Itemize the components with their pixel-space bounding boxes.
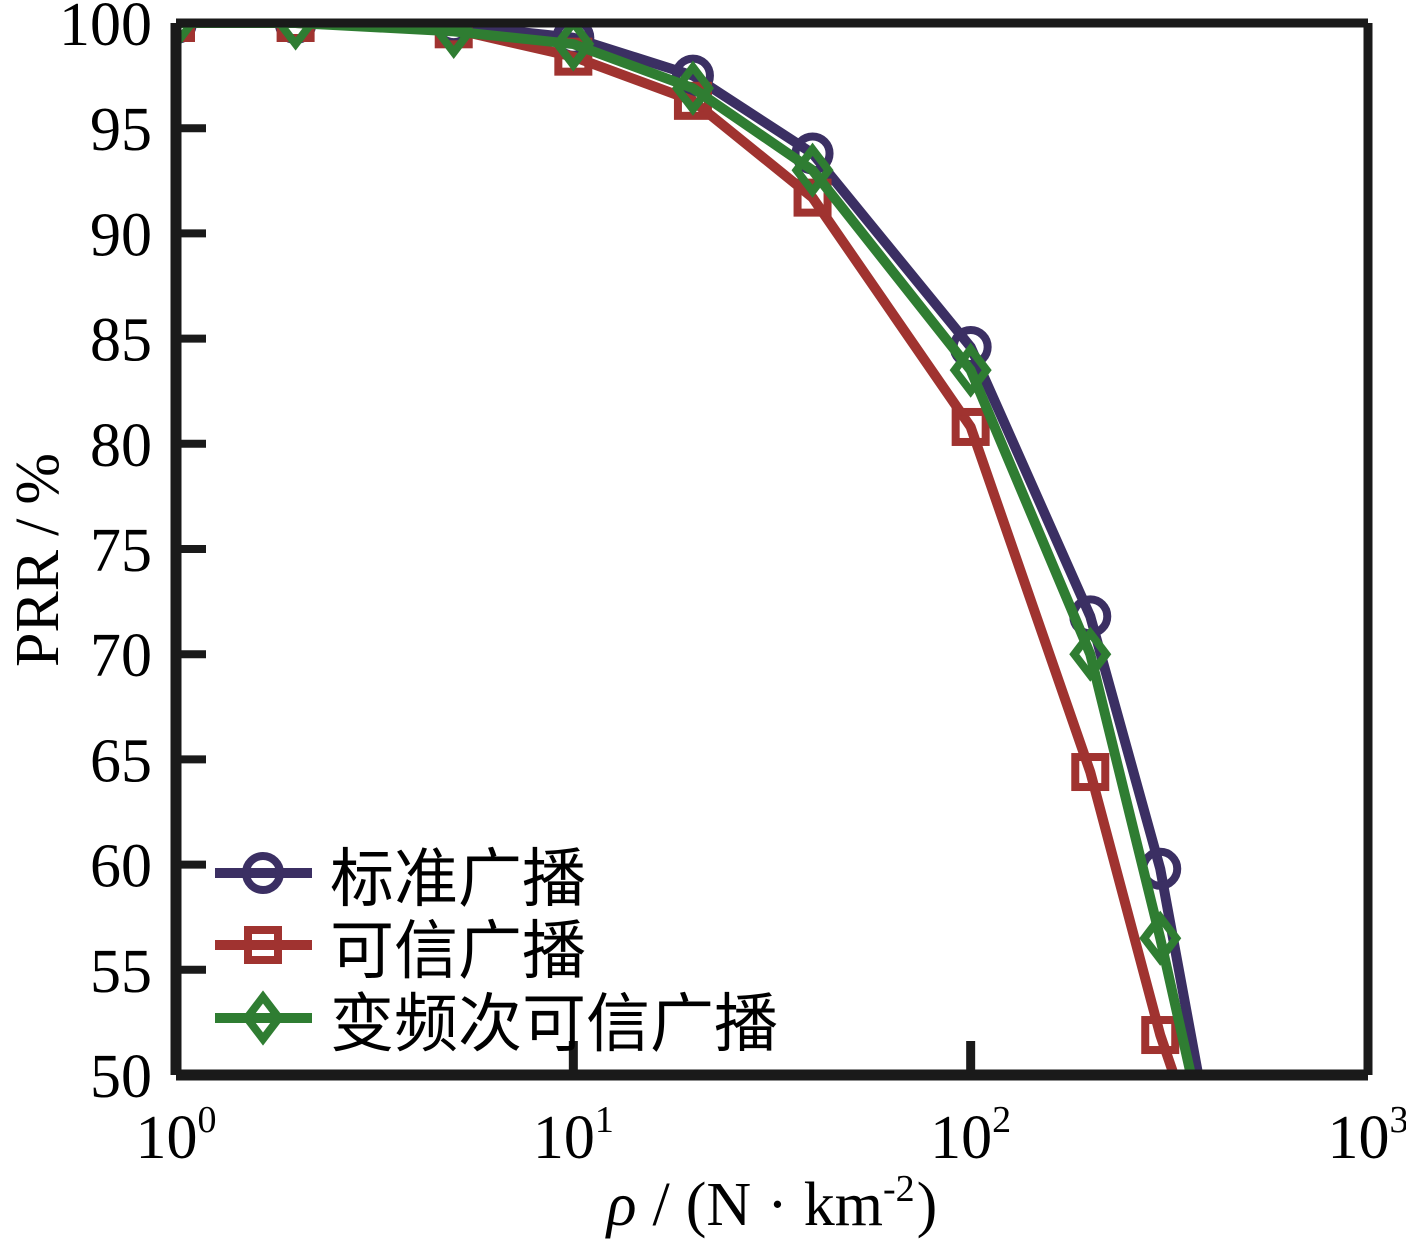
y-tick-label: 55 — [90, 938, 152, 1006]
x-axis-title-sep: / — [652, 1171, 670, 1239]
marker-diamond — [274, 23, 317, 51]
axis-ticks — [176, 124, 976, 1075]
legend-label: 标准广播 — [330, 843, 586, 915]
y-tick-labels: 100 95 90 85 80 75 70 65 60 55 50 — [59, 0, 152, 1111]
x-axis-title-dot: · — [767, 1171, 788, 1239]
x-axis-title: ρ / (N · km-2) — [605, 1168, 938, 1239]
x-tick-exponent: 1 — [595, 1099, 614, 1141]
marker-square — [1071, 753, 1110, 792]
marker-square — [793, 178, 832, 217]
marker-diamond — [1069, 626, 1112, 682]
y-tick-label: 75 — [90, 517, 152, 585]
x-tick-label: 103 — [1328, 1099, 1406, 1172]
x-tick-labels: 100 101 102 103 — [136, 1099, 1406, 1172]
marker-square — [1141, 1016, 1180, 1055]
marker-diamond — [1139, 910, 1182, 966]
legend-label: 变频次可信广播 — [330, 988, 778, 1060]
legend-item-1[interactable]: 标准广播 — [215, 843, 586, 915]
legend-item-3[interactable]: 变频次可信广播 — [215, 988, 778, 1060]
marker-diamond — [671, 60, 714, 116]
x-tick-mantissa: 10 — [136, 1104, 198, 1172]
marker-diamond — [241, 990, 285, 1046]
marker-square — [244, 926, 282, 964]
y-tick-label: 85 — [90, 307, 152, 375]
x-tick-label: 100 — [136, 1099, 217, 1172]
y-tick-label: 60 — [90, 833, 152, 901]
marker-diamond — [949, 342, 992, 398]
y-tick-label: 65 — [90, 727, 152, 795]
svg-text:102: 102 — [930, 1099, 1011, 1172]
y-axis-title-sep: / — [4, 518, 72, 536]
x-tick-mantissa: 10 — [1328, 1104, 1390, 1172]
x-tick-exponent: 2 — [992, 1099, 1011, 1141]
y-axis-title-unit: % — [4, 453, 72, 505]
x-tick-exponent: 3 — [1390, 1099, 1406, 1141]
svg-text:101: 101 — [533, 1099, 614, 1172]
x-axis-title-rho: ρ — [605, 1171, 637, 1239]
x-axis-title-open: (N — [686, 1171, 751, 1239]
x-axis-title-exp: -2 — [883, 1168, 915, 1210]
x-tick-mantissa: 10 — [930, 1104, 992, 1172]
y-tick-label: 95 — [90, 96, 152, 164]
y-tick-label: 90 — [90, 201, 152, 269]
marker-circle — [242, 852, 284, 894]
svg-text:103: 103 — [1328, 1099, 1406, 1172]
y-axis-title: PRR /% — [4, 453, 72, 667]
svg-text:100: 100 — [136, 1099, 217, 1172]
y-tick-label: 50 — [90, 1043, 152, 1111]
marker-square — [951, 407, 990, 446]
marker-diamond — [552, 23, 595, 72]
svg-text:ρ/(N·km-2): ρ / (N · km-2) — [605, 1168, 938, 1239]
x-tick-mantissa: 10 — [533, 1104, 595, 1172]
x-axis-title-close: ) — [917, 1171, 938, 1239]
axis-frame — [170, 18, 1373, 1081]
svg-text:PRR/%: PRR /% — [4, 453, 72, 667]
y-tick-label: 70 — [90, 622, 152, 690]
legend-label: 可信广播 — [330, 915, 586, 987]
x-tick-label: 101 — [533, 1099, 614, 1172]
x-axis-title-km: km — [804, 1171, 883, 1239]
y-tick-label: 100 — [59, 0, 152, 59]
legend-item-2[interactable]: 可信广播 — [215, 915, 586, 987]
y-axis-title-main: PRR — [4, 549, 72, 667]
x-tick-label: 102 — [930, 1099, 1011, 1172]
marker-diamond — [791, 142, 834, 198]
x-tick-exponent: 0 — [198, 1099, 217, 1141]
y-tick-label: 80 — [90, 412, 152, 480]
